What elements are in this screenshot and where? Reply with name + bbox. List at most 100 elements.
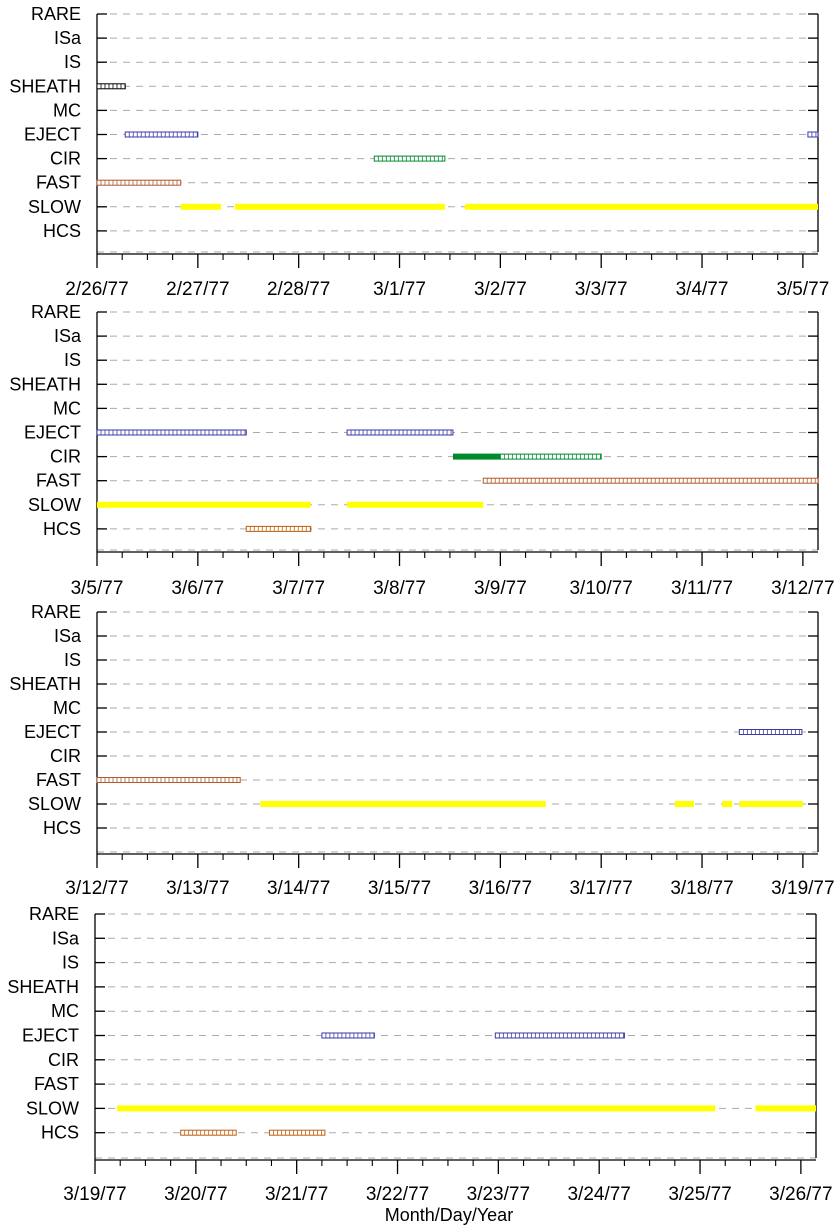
category-label-fast: FAST bbox=[34, 1074, 79, 1094]
category-label-cir: CIR bbox=[48, 1050, 79, 1070]
interval-hcs-8 bbox=[245, 525, 312, 532]
x-tick-label: 3/5/77 bbox=[71, 578, 124, 599]
interval-fast-2 bbox=[96, 777, 241, 783]
x-tick-label: 3/10/77 bbox=[569, 578, 632, 599]
category-label-sheath: SHEATH bbox=[9, 374, 81, 394]
panel-4: RARE ISa IS SHEATH MC EJECT CIR FAST SLOW HCS 3/19… bbox=[7, 904, 832, 1205]
x-tick-label: 3/15/77 bbox=[368, 878, 431, 899]
category-label-cir: CIR bbox=[50, 149, 81, 169]
interval-eject-2 bbox=[124, 131, 199, 138]
x-tick-label: 2/28/77 bbox=[267, 279, 330, 300]
category-label-cir: CIR bbox=[50, 746, 81, 766]
interval-eject-1 bbox=[321, 1032, 375, 1039]
category-label-sheath: SHEATH bbox=[9, 674, 81, 694]
category-label-eject: EJECT bbox=[22, 1026, 79, 1046]
interval-eject-3 bbox=[807, 131, 819, 138]
interval-sheath-1 bbox=[96, 83, 126, 90]
category-label-hcs: HCS bbox=[41, 1123, 79, 1143]
category-label-isa: ISa bbox=[54, 28, 82, 48]
interval-slow-5 bbox=[722, 801, 733, 807]
interval-eject-2 bbox=[494, 1032, 625, 1039]
interval-slow-6 bbox=[180, 203, 222, 210]
x-tick-label: 3/11/77 bbox=[671, 578, 733, 599]
interval-cir-4 bbox=[373, 155, 446, 162]
x-tick-label: 3/19/77 bbox=[771, 878, 834, 899]
category-label-sheath: SHEATH bbox=[7, 977, 79, 997]
category-label-is: IS bbox=[64, 52, 81, 72]
interval-fast-5 bbox=[96, 179, 182, 186]
interval-hcs-5 bbox=[180, 1129, 237, 1136]
category-label-rare: RARE bbox=[31, 602, 81, 622]
category-label-sheath: SHEATH bbox=[9, 76, 81, 96]
category-label-is: IS bbox=[62, 953, 79, 973]
x-tick-label: 3/24/77 bbox=[567, 1184, 630, 1205]
x-tick-label: 3/25/77 bbox=[668, 1184, 731, 1205]
interval-eject-2 bbox=[346, 429, 454, 436]
category-label-mc: MC bbox=[53, 100, 81, 120]
interval-hcs-6 bbox=[268, 1129, 326, 1136]
interval-cir-4 bbox=[499, 453, 602, 460]
interval-fast-5 bbox=[482, 477, 819, 484]
category-label-hcs: HCS bbox=[43, 818, 81, 838]
x-tick-label: 3/20/77 bbox=[164, 1184, 227, 1205]
x-tick-label: 3/14/77 bbox=[267, 878, 330, 899]
x-tick-label: 3/22/77 bbox=[366, 1184, 429, 1205]
x-tick-label: 3/8/77 bbox=[373, 578, 426, 599]
x-tick-label: 3/5/77 bbox=[776, 279, 829, 300]
category-label-is: IS bbox=[64, 650, 81, 670]
category-label-cir: CIR bbox=[50, 447, 81, 467]
x-tick-label: 3/17/77 bbox=[569, 878, 632, 899]
category-label-isa: ISa bbox=[52, 928, 80, 948]
category-label-rare: RARE bbox=[31, 4, 81, 24]
x-tick-label: 3/12/77 bbox=[65, 878, 128, 899]
x-tick-label: 3/4/77 bbox=[676, 279, 729, 300]
interval-slow-6 bbox=[739, 801, 803, 807]
interval-slow-6 bbox=[97, 501, 311, 508]
x-tick-label: 3/7/77 bbox=[272, 578, 325, 599]
x-tick-label: 3/18/77 bbox=[670, 878, 733, 899]
interval-slow-4 bbox=[674, 801, 694, 807]
x-tick-label: 3/1/77 bbox=[373, 279, 426, 300]
interval-cir-3 bbox=[452, 453, 501, 460]
category-label-rare: RARE bbox=[29, 904, 79, 924]
interval-slow-7 bbox=[235, 203, 445, 210]
x-tick-label: 3/6/77 bbox=[171, 578, 224, 599]
interval-eject-1 bbox=[96, 429, 247, 436]
category-label-mc: MC bbox=[53, 698, 81, 718]
x-tick-label: 3/2/77 bbox=[474, 279, 527, 300]
category-label-eject: EJECT bbox=[24, 125, 81, 145]
category-label-eject: EJECT bbox=[24, 423, 81, 443]
x-tick-label: 3/21/77 bbox=[265, 1184, 328, 1205]
category-label-slow: SLOW bbox=[28, 495, 81, 515]
x-tick-label: 2/27/77 bbox=[166, 279, 229, 300]
category-label-fast: FAST bbox=[36, 173, 81, 193]
x-tick-label: 3/16/77 bbox=[469, 878, 532, 899]
category-label-fast: FAST bbox=[36, 770, 81, 790]
category-label-hcs: HCS bbox=[43, 221, 81, 241]
x-tick-label: 3/23/77 bbox=[467, 1184, 530, 1205]
category-label-hcs: HCS bbox=[43, 519, 81, 539]
category-label-is: IS bbox=[64, 350, 81, 370]
interval-slow-4 bbox=[755, 1105, 816, 1112]
category-label-isa: ISa bbox=[54, 326, 82, 346]
x-tick-label: 3/13/77 bbox=[166, 878, 229, 899]
interval-slow-8 bbox=[465, 203, 818, 210]
interval-slow-3 bbox=[260, 801, 546, 807]
category-label-fast: FAST bbox=[36, 471, 81, 491]
category-label-eject: EJECT bbox=[24, 722, 81, 742]
x-tick-label: 2/26/77 bbox=[65, 279, 128, 300]
x-tick-label: 3/19/77 bbox=[63, 1184, 126, 1205]
category-label-slow: SLOW bbox=[28, 197, 81, 217]
category-label-mc: MC bbox=[53, 398, 81, 418]
category-label-mc: MC bbox=[51, 1001, 79, 1021]
interval-slow-3 bbox=[117, 1105, 716, 1112]
x-tick-label: 3/3/77 bbox=[575, 279, 628, 300]
category-label-slow: SLOW bbox=[26, 1098, 79, 1118]
x-tick-label: 3/12/77 bbox=[771, 578, 834, 599]
category-label-isa: ISa bbox=[54, 626, 82, 646]
category-label-rare: RARE bbox=[31, 302, 81, 322]
panel-2: RARE ISa IS SHEATH MC EJECT CIR FAST SLOW HCS 3/5/… bbox=[9, 302, 834, 599]
x-axis-title: Month/Day/Year bbox=[385, 1205, 513, 1225]
